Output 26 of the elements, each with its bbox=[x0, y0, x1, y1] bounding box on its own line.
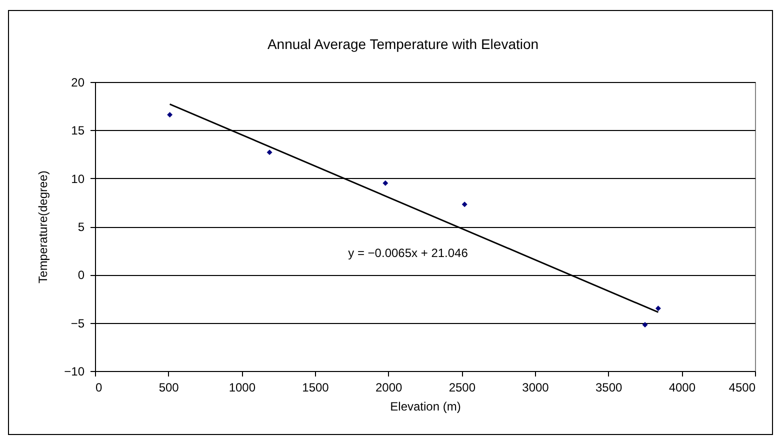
x-tick-label: 4000 bbox=[668, 380, 696, 394]
point bbox=[167, 112, 173, 118]
x-axis-title: Elevation (m) bbox=[390, 400, 461, 414]
y-tick-label: 15 bbox=[71, 124, 85, 138]
chart-title: Annual Average Temperature with Elevation bbox=[267, 36, 539, 52]
annotation: y = −0.0065x + 21.046 bbox=[348, 246, 468, 260]
x-tick-label: 0 bbox=[96, 380, 102, 394]
x-tick-label: 3000 bbox=[522, 380, 550, 394]
x-tick-label: 4500 bbox=[728, 380, 756, 394]
y-tick-label: −10 bbox=[64, 364, 85, 378]
y-axis-title: Temperature(degree) bbox=[36, 170, 50, 284]
x-tick-label: 3500 bbox=[595, 380, 623, 394]
y-tick-label: 10 bbox=[71, 172, 85, 186]
point bbox=[462, 202, 468, 208]
point bbox=[655, 306, 661, 312]
y-tick-label: 5 bbox=[78, 220, 85, 234]
point bbox=[266, 150, 272, 156]
x-tick-label: 2000 bbox=[375, 380, 403, 394]
x-tick-label: 500 bbox=[158, 380, 180, 394]
x-tick-label: 1000 bbox=[228, 380, 256, 394]
y-tick-label: 0 bbox=[78, 268, 85, 282]
x-tick-label: 1500 bbox=[302, 380, 330, 394]
y-tick-label: −5 bbox=[70, 316, 85, 330]
y-tick-label: 20 bbox=[71, 76, 85, 90]
point bbox=[382, 180, 388, 186]
x-tick-label: 2500 bbox=[448, 380, 476, 394]
